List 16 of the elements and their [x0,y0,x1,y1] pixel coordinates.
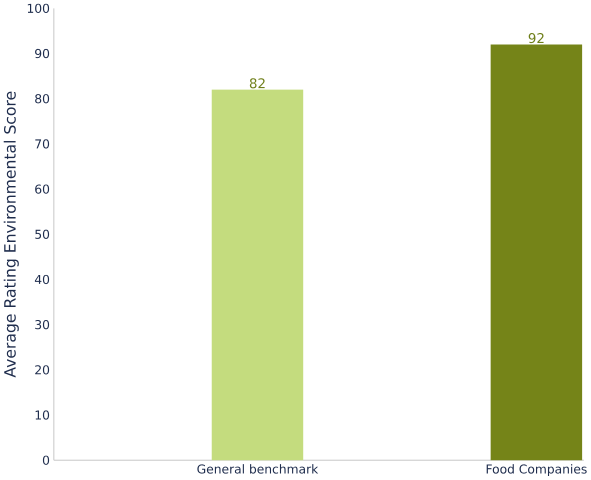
x-tick-label: Food Companies [486,464,587,476]
y-tick-label: 50 [35,230,50,240]
y-tick-label: 80 [35,94,50,104]
y-tick-label: 70 [35,139,50,149]
data-label: 92 [528,33,544,44]
y-tick-label: 30 [35,320,50,330]
y-tick-label: 100 [28,4,50,14]
y-tick-label: 90 [35,49,50,58]
y-axis-title: Average Rating Environmental Score [4,92,19,378]
data-label: 82 [250,78,265,88]
y-tick-label: 60 [35,184,50,194]
y-tick-label: 10 [36,410,50,420]
y-tick-label: 20 [35,365,50,375]
y-tick-label: 0 [42,456,50,465]
y-tick-label: 40 [34,274,50,284]
x-tick-label: General benchmark [197,464,318,474]
